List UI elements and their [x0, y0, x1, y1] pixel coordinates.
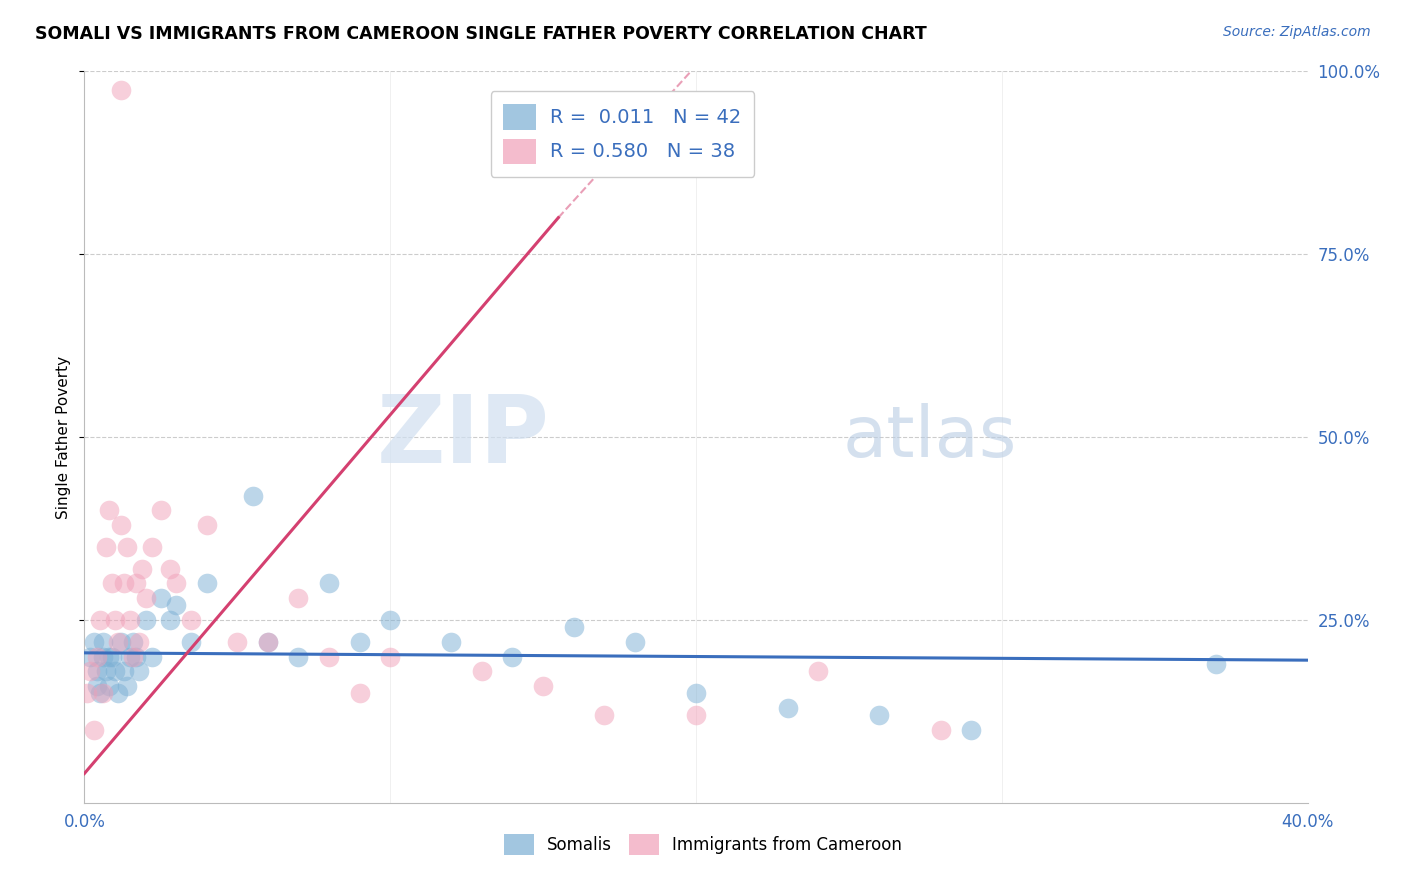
Point — [115, 540, 138, 554]
Text: Source: ZipAtlas.com: Source: ZipAtlas.com — [1223, 25, 1371, 39]
Point — [929, 723, 952, 737]
Point — [89, 686, 111, 700]
Point — [165, 599, 187, 613]
Point — [89, 613, 111, 627]
Point — [135, 591, 157, 605]
Point — [120, 649, 142, 664]
Point — [226, 635, 249, 649]
Legend: Somalis, Immigrants from Cameroon: Somalis, Immigrants from Cameroon — [498, 828, 908, 862]
Point — [101, 649, 124, 664]
Point — [107, 686, 129, 700]
Point — [128, 664, 150, 678]
Point — [94, 540, 117, 554]
Point — [104, 664, 127, 678]
Point — [91, 649, 114, 664]
Point — [91, 635, 114, 649]
Point — [869, 708, 891, 723]
Point — [195, 517, 218, 532]
Point — [257, 635, 280, 649]
Point — [380, 649, 402, 664]
Point — [960, 723, 983, 737]
Point — [86, 679, 108, 693]
Point — [97, 649, 120, 664]
Point — [685, 686, 707, 700]
Point — [83, 723, 105, 737]
Point — [122, 635, 145, 649]
Point — [180, 613, 202, 627]
Point — [128, 635, 150, 649]
Point — [159, 562, 181, 576]
Point — [502, 649, 524, 664]
Text: atlas: atlas — [842, 402, 1017, 472]
Point — [115, 679, 138, 693]
Point — [97, 503, 120, 517]
Point — [685, 708, 707, 723]
Point — [165, 576, 187, 591]
Point — [287, 649, 309, 664]
Point — [318, 576, 340, 591]
Text: ZIP: ZIP — [377, 391, 550, 483]
Point — [149, 503, 172, 517]
Point — [131, 562, 153, 576]
Point — [624, 635, 647, 649]
Point — [79, 664, 101, 678]
Point — [125, 649, 148, 664]
Point — [349, 686, 371, 700]
Point — [471, 664, 494, 678]
Point — [104, 613, 127, 627]
Point — [125, 576, 148, 591]
Point — [807, 664, 830, 678]
Point — [86, 649, 108, 664]
Point — [531, 679, 554, 693]
Point — [440, 635, 463, 649]
Point — [141, 540, 163, 554]
Point — [97, 679, 120, 693]
Point — [110, 83, 132, 97]
Point — [141, 649, 163, 664]
Point — [110, 635, 132, 649]
Point — [776, 700, 799, 714]
Point — [112, 576, 135, 591]
Point — [86, 664, 108, 678]
Point — [257, 635, 280, 649]
Point — [107, 635, 129, 649]
Point — [195, 576, 218, 591]
Point — [159, 613, 181, 627]
Point — [242, 489, 264, 503]
Point — [79, 649, 101, 664]
Legend: R =  0.011   N = 42, R = 0.580   N = 38: R = 0.011 N = 42, R = 0.580 N = 38 — [491, 91, 754, 177]
Point — [562, 620, 585, 634]
Point — [101, 576, 124, 591]
Point — [380, 613, 402, 627]
Point — [349, 635, 371, 649]
Point — [122, 649, 145, 664]
Point — [318, 649, 340, 664]
Point — [593, 708, 616, 723]
Point — [91, 686, 114, 700]
Point — [1205, 657, 1227, 671]
Point — [94, 664, 117, 678]
Point — [180, 635, 202, 649]
Point — [287, 591, 309, 605]
Point — [112, 664, 135, 678]
Point — [120, 613, 142, 627]
Point — [110, 517, 132, 532]
Point — [135, 613, 157, 627]
Y-axis label: Single Father Poverty: Single Father Poverty — [56, 356, 72, 518]
Point — [83, 635, 105, 649]
Point — [76, 686, 98, 700]
Point — [149, 591, 172, 605]
Text: SOMALI VS IMMIGRANTS FROM CAMEROON SINGLE FATHER POVERTY CORRELATION CHART: SOMALI VS IMMIGRANTS FROM CAMEROON SINGL… — [35, 25, 927, 43]
